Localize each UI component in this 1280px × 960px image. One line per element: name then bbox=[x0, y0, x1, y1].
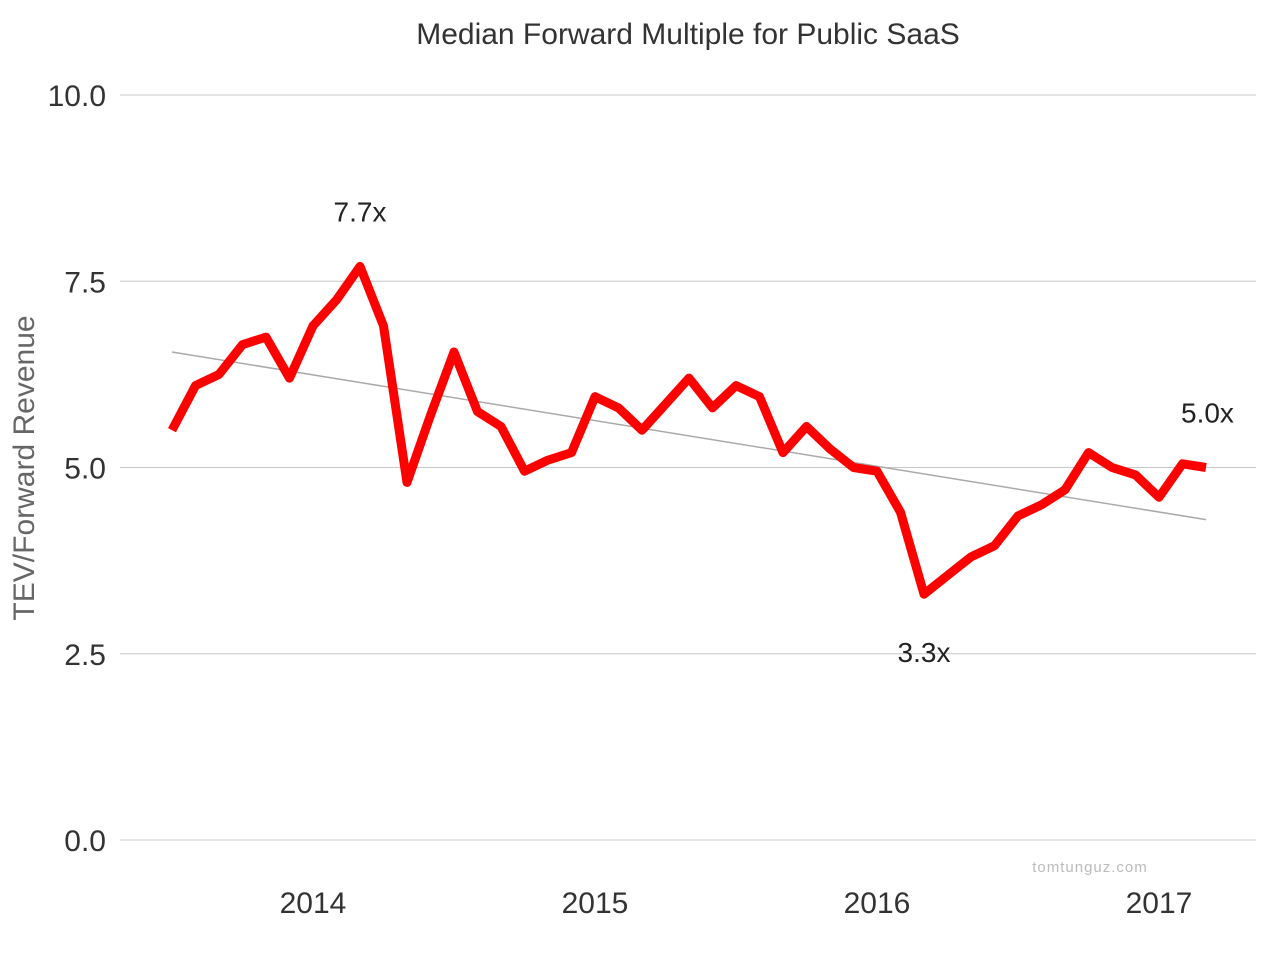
x-tick-label: 2014 bbox=[280, 887, 347, 920]
y-tick-label: 2.5 bbox=[64, 639, 106, 672]
y-axis-label: TEV/Forward Revenue bbox=[8, 315, 41, 620]
y-tick-label: 7.5 bbox=[64, 266, 106, 299]
x-tick-label: 2016 bbox=[844, 887, 911, 920]
y-tick-label: 5.0 bbox=[64, 453, 106, 486]
gridlines bbox=[120, 94, 1256, 841]
trendline bbox=[171, 351, 1207, 521]
annotations: 7.7x 3.3x 5.0x bbox=[334, 196, 1234, 668]
watermark: tomtunguz.com bbox=[1032, 859, 1148, 876]
data-label: 7.7x bbox=[334, 196, 387, 227]
series-line bbox=[168, 261, 1207, 599]
chart-title: Median Forward Multiple for Public SaaS bbox=[416, 18, 960, 51]
x-tick-label: 2017 bbox=[1126, 887, 1193, 920]
y-axis-ticks: 0.0 2.5 5.0 7.5 10.0 bbox=[48, 80, 106, 858]
x-axis-ticks: 2014 2015 2016 2017 bbox=[280, 887, 1193, 920]
y-tick-label: 0.0 bbox=[64, 825, 106, 858]
data-label: 5.0x bbox=[1181, 398, 1234, 429]
series-layer bbox=[168, 261, 1207, 599]
data-label: 3.3x bbox=[898, 637, 951, 668]
x-tick-label: 2015 bbox=[562, 887, 629, 920]
trendline-layer bbox=[171, 351, 1207, 521]
y-tick-label: 10.0 bbox=[48, 80, 106, 113]
